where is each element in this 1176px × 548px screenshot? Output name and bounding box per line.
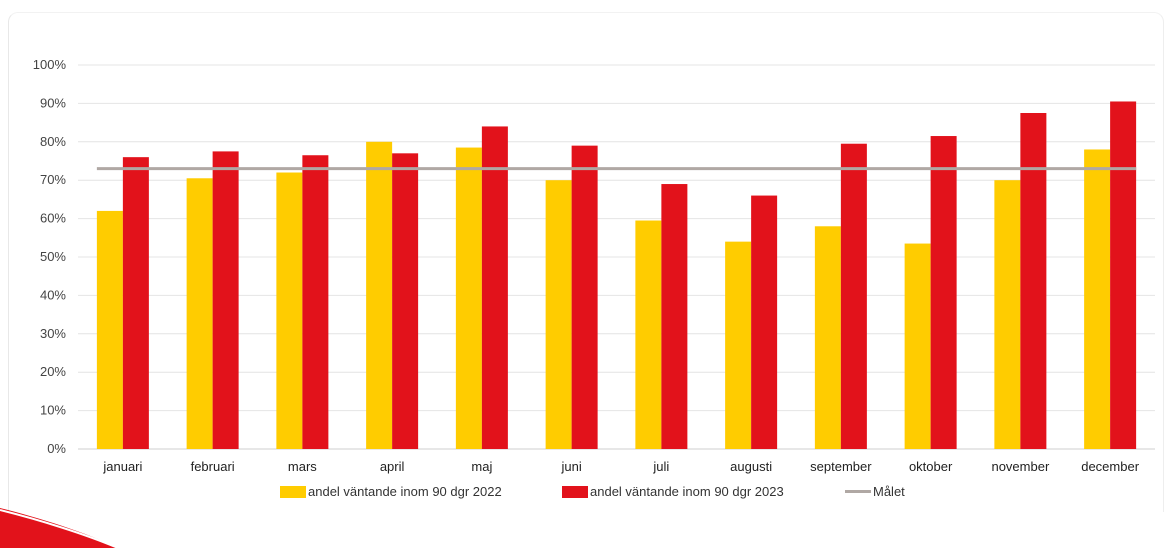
legend-swatch-2023 xyxy=(562,485,588,498)
bar-2022-juni xyxy=(545,180,572,449)
x-tick-label: december xyxy=(1081,459,1139,474)
y-tick-label: 0% xyxy=(47,441,66,456)
bar-2023-januari xyxy=(122,157,149,449)
bar-2023-december xyxy=(1110,101,1137,449)
y-tick-label: 80% xyxy=(40,134,66,149)
y-tick-label: 60% xyxy=(40,211,66,226)
bar-2023-april xyxy=(392,153,419,449)
bar-2023-september xyxy=(840,143,867,449)
bar-2022-december xyxy=(1084,149,1111,450)
bar-2022-maj xyxy=(455,147,482,449)
bar-2022-november xyxy=(994,180,1021,449)
bar-2023-mars xyxy=(302,155,329,450)
bar-2022-mars xyxy=(276,172,303,449)
legend-swatch-target xyxy=(845,490,871,493)
bar-2022-augusti xyxy=(725,241,752,449)
bar-2022-februari xyxy=(186,178,213,449)
x-tick-label: april xyxy=(380,459,405,474)
y-tick-label: 40% xyxy=(40,287,66,302)
legend-swatch-2022 xyxy=(280,485,306,498)
chart-frame xyxy=(8,12,1164,512)
legend-label-2023: andel väntande inom 90 dgr 2023 xyxy=(590,484,784,499)
bar-2022-april xyxy=(366,141,393,450)
y-tick-label: 30% xyxy=(40,326,66,341)
y-tick-label: 90% xyxy=(40,95,66,110)
bar-2023-juli xyxy=(661,184,688,450)
legend: andel väntande inom 90 dgr 2022 andel vä… xyxy=(0,484,1176,504)
bar-2022-juli xyxy=(635,220,662,449)
x-tick-label: januari xyxy=(102,459,142,474)
legend-label-2022: andel väntande inom 90 dgr 2022 xyxy=(308,484,502,499)
bar-2023-februari xyxy=(212,151,239,449)
legend-item-2023: andel väntande inom 90 dgr 2023 xyxy=(562,484,784,499)
x-tick-label: november xyxy=(991,459,1049,474)
bar-2023-juni xyxy=(571,145,598,449)
bar-2022-januari xyxy=(96,210,123,449)
y-tick-label: 10% xyxy=(40,403,66,418)
y-tick-label: 20% xyxy=(40,364,66,379)
x-tick-label: mars xyxy=(288,459,317,474)
x-tick-label: juli xyxy=(652,459,669,474)
x-tick-label: augusti xyxy=(730,459,772,474)
bar-2022-september xyxy=(814,226,841,449)
x-tick-label: september xyxy=(810,459,872,474)
y-tick-label: 50% xyxy=(40,249,66,264)
x-tick-label: juni xyxy=(561,459,582,474)
bars xyxy=(96,101,1137,450)
legend-item-2022: andel väntande inom 90 dgr 2022 xyxy=(280,484,502,499)
grid-layer xyxy=(78,64,1155,450)
x-tick-label: maj xyxy=(471,459,492,474)
y-tick-label: 70% xyxy=(40,172,66,187)
x-tick-label: februari xyxy=(191,459,235,474)
bar-2023-maj xyxy=(481,126,508,449)
bar-2023-november xyxy=(1020,113,1047,449)
decorative-swoosh xyxy=(0,508,119,548)
bar-2022-oktober xyxy=(904,243,931,449)
legend-label-target: Målet xyxy=(873,484,905,499)
legend-item-target: Målet xyxy=(845,484,905,499)
x-tick-label: oktober xyxy=(909,459,953,474)
bar-2023-augusti xyxy=(751,195,778,449)
bar-2023-oktober xyxy=(930,136,957,450)
x-axis-labels: januari februari mars april maj juni juli augus… xyxy=(102,459,1139,474)
y-axis-ticks: 0% 10% 20% 30% 40% 50% 60% 70% 80% 90% 100% xyxy=(33,57,67,456)
y-tick-label: 100% xyxy=(33,57,67,72)
